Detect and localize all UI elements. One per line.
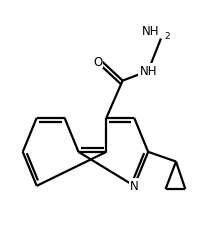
Text: O: O [94, 55, 103, 68]
Text: NH: NH [139, 65, 157, 78]
Text: N: N [130, 180, 139, 192]
Text: 2: 2 [165, 32, 170, 41]
Text: NH: NH [142, 25, 160, 38]
